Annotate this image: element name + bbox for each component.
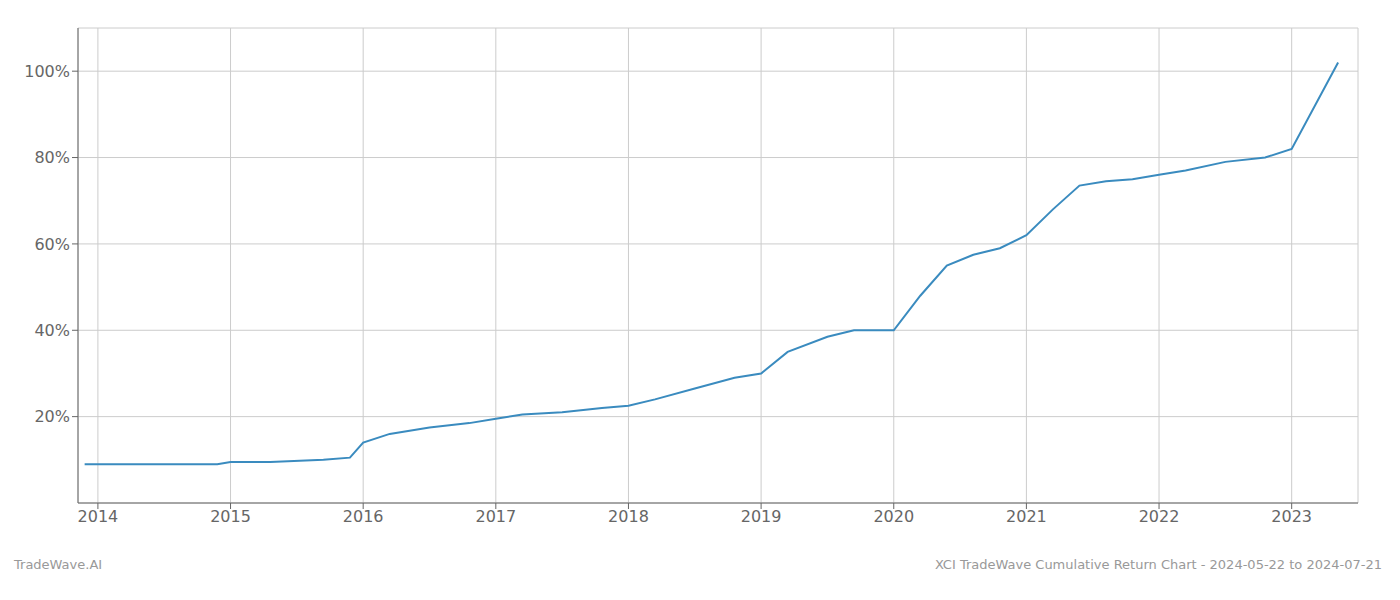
svg-text:80%: 80%	[34, 148, 70, 167]
svg-text:20%: 20%	[34, 407, 70, 426]
svg-text:2015: 2015	[210, 507, 251, 526]
html-text:TradeWave.AI: TradeWave.AI	[14, 557, 103, 572]
svg-text:2022: 2022	[1139, 507, 1180, 526]
svg-text:2021: 2021	[1006, 507, 1047, 526]
svg-text:2018: 2018	[608, 507, 649, 526]
html-text:XCI TradeWave Cumulative Retur: XCI TradeWave Cumulative Return Chart - …	[934, 557, 1382, 572]
svg-text:2016: 2016	[343, 507, 384, 526]
svg-text:60%: 60%	[34, 235, 70, 254]
svg-text:2017: 2017	[475, 507, 516, 526]
svg-text:2014: 2014	[78, 507, 119, 526]
svg-text:40%: 40%	[34, 321, 70, 340]
svg-text:100%: 100%	[24, 62, 70, 81]
svg-text:2019: 2019	[741, 507, 782, 526]
svg-text:2020: 2020	[873, 507, 914, 526]
svg-text:2023: 2023	[1271, 507, 1312, 526]
